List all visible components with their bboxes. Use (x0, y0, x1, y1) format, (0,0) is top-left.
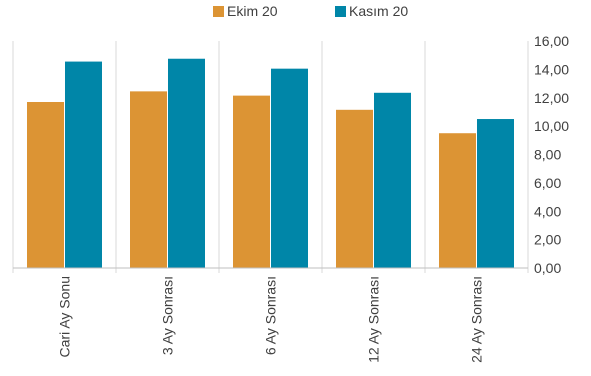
bar-kasim (477, 119, 514, 268)
bar-kasim (168, 58, 205, 268)
legend-label-kasim: Kasım 20 (349, 3, 409, 19)
y-tick-label: 6,00 (534, 175, 561, 191)
bar-kasim (374, 92, 411, 268)
y-tick-label: 8,00 (534, 147, 561, 163)
legend-item-kasim: Kasım 20 (335, 3, 408, 19)
x-tick-label: Cari Ay Sonu (57, 276, 73, 357)
y-tick-label: 14,00 (534, 61, 569, 77)
x-tick-label: 3 Ay Sonrası (160, 276, 176, 355)
bar-ekim (439, 133, 476, 268)
y-tick-label: 16,00 (534, 33, 569, 49)
x-tick-label: 6 Ay Sonrası (263, 276, 279, 355)
bar-ekim (336, 109, 373, 268)
bar-ekim (233, 95, 270, 268)
legend: Ekim 20 Kasım 20 (0, 3, 591, 23)
bar-ekim (27, 102, 64, 268)
y-tick-label: 4,00 (534, 203, 561, 219)
bar-kasim (65, 61, 102, 269)
y-tick-label: 0,00 (534, 260, 561, 276)
legend-label-ekim: Ekim 20 (227, 3, 278, 19)
legend-swatch-kasim (335, 5, 346, 17)
bar-kasim (271, 68, 308, 269)
y-tick-label: 12,00 (534, 90, 569, 106)
legend-item-ekim: Ekim 20 (213, 3, 278, 19)
x-tick-label: 12 Ay Sonrası (366, 276, 382, 363)
bar-ekim (130, 91, 167, 268)
y-tick-label: 2,00 (534, 232, 561, 248)
x-tick-label: 24 Ay Sonrası (469, 276, 485, 363)
legend-swatch-ekim (213, 5, 224, 17)
y-tick-label: 10,00 (534, 118, 569, 134)
